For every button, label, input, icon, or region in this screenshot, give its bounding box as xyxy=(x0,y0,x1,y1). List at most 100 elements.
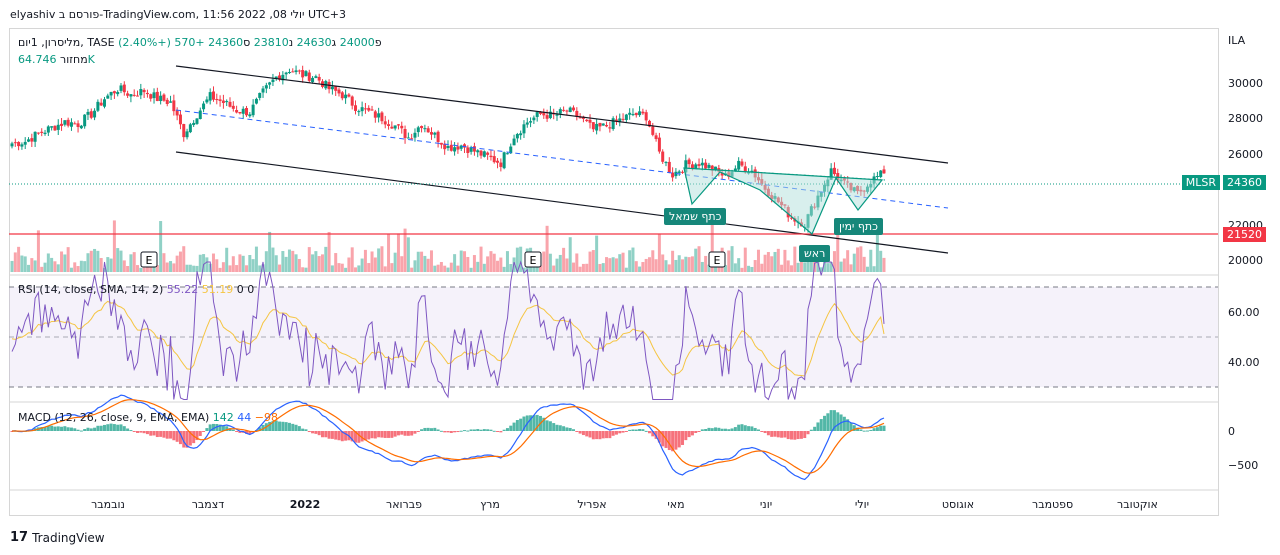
volume-bar xyxy=(281,251,285,272)
candle-body xyxy=(340,92,344,99)
macd-hist-bar xyxy=(301,428,305,431)
volume-bar xyxy=(36,230,40,272)
macd-hist-bar xyxy=(426,427,430,431)
macd-hist-bar xyxy=(641,429,645,431)
macd-hist-bar xyxy=(165,431,169,439)
volume-bar xyxy=(264,251,268,272)
macd-lines xyxy=(10,394,886,481)
candle-body xyxy=(13,142,17,144)
volume-bar xyxy=(311,254,315,272)
volume-bar xyxy=(218,267,222,272)
macd-hist-bar xyxy=(446,431,450,433)
time-axis: נובמבר דצמבר 2022 פברואר מרץ אפריל מאי יוני יולי… xyxy=(0,498,1219,514)
candle-body xyxy=(387,124,391,126)
volume-bar xyxy=(337,263,341,272)
macd-hist-bar xyxy=(661,431,665,447)
macd-hist-bar xyxy=(129,430,133,432)
time-axis-label: אוקטובר xyxy=(1117,498,1158,511)
volume-bar xyxy=(743,247,747,272)
macd-hist-bar xyxy=(562,426,566,431)
volume-bar xyxy=(278,264,282,272)
legend-high-label: ג xyxy=(331,36,337,49)
candle-body xyxy=(707,164,711,168)
volume-bar xyxy=(106,257,110,272)
volume-bar xyxy=(700,261,704,272)
volume-bar xyxy=(354,267,358,272)
volume-bar xyxy=(400,256,404,272)
volume-bar xyxy=(93,248,97,272)
candle-body xyxy=(330,86,334,90)
volume-bar xyxy=(416,251,420,272)
macd-hist-bar xyxy=(786,431,790,440)
candle-body xyxy=(509,146,513,154)
candle-body xyxy=(882,169,886,174)
macd-signal-value: −98 xyxy=(254,411,278,424)
macd-hist-bar xyxy=(776,431,780,438)
macd-hist-bar xyxy=(287,422,291,431)
candle-body xyxy=(311,77,315,83)
volume-bar xyxy=(172,263,176,272)
macd-hist-bar xyxy=(76,429,80,431)
volume-bar xyxy=(803,262,807,272)
volume-bar xyxy=(410,267,414,272)
volume-bar xyxy=(185,264,189,272)
candle-body xyxy=(248,114,252,117)
volume-bar xyxy=(730,246,734,272)
volume-bar xyxy=(463,251,467,272)
macd-hist-bar xyxy=(832,410,836,431)
candle-body xyxy=(489,155,493,158)
volume-bar xyxy=(287,249,291,272)
volume-bar xyxy=(628,250,632,272)
macd-hist-bar xyxy=(304,429,308,431)
candle-body xyxy=(287,72,291,74)
macd-hist-bar xyxy=(750,426,754,431)
volume-bar xyxy=(879,250,883,272)
macd-label: MACD (12, 26, close, 9, EMA, EMA) xyxy=(18,411,210,424)
candle-body xyxy=(99,102,103,106)
legend-close: 24360 xyxy=(208,36,244,49)
volume-bar xyxy=(86,253,90,272)
candle-body xyxy=(492,156,496,163)
legend-change: +570 (+2.40%) xyxy=(118,36,205,49)
candle-body xyxy=(426,128,430,133)
macd-hist-bar xyxy=(710,428,714,431)
candle-body xyxy=(681,171,685,173)
volume-bar xyxy=(595,235,599,272)
volume-bar xyxy=(89,250,93,272)
macd-hist-bar xyxy=(647,431,651,434)
macd-hist-bar xyxy=(628,429,632,431)
candle-body xyxy=(175,110,179,116)
tradingview-logo[interactable]: 17 TradingView xyxy=(10,530,105,545)
rsi-tick: 60.00 xyxy=(1228,306,1260,319)
volume-bar xyxy=(611,257,615,272)
macd-hist-bar xyxy=(208,424,212,431)
candle-body xyxy=(291,71,295,73)
candle-body xyxy=(159,95,163,102)
volume-bar xyxy=(756,249,760,272)
macd-hist-bar xyxy=(806,431,810,435)
neckline xyxy=(683,167,886,181)
macd-hist-bar xyxy=(704,429,708,431)
candle-body xyxy=(380,112,384,122)
candle-body xyxy=(671,172,675,178)
volume-bar xyxy=(396,233,400,272)
macd-hist-bar xyxy=(872,428,876,431)
volume-bar xyxy=(142,267,146,272)
candle-body xyxy=(145,92,149,95)
volume-bar xyxy=(773,251,777,272)
candle-body xyxy=(231,105,235,109)
candle-body xyxy=(790,217,794,219)
candle-body xyxy=(211,91,215,100)
candle-body xyxy=(829,168,833,180)
volume-bar xyxy=(707,264,711,272)
volume-bar xyxy=(760,263,764,272)
candle-body xyxy=(647,120,651,127)
candle-body xyxy=(879,170,883,177)
volume-bar xyxy=(83,261,87,272)
volume-bar xyxy=(799,256,803,272)
volume-bar xyxy=(856,247,860,272)
volume-bar xyxy=(66,247,70,272)
macd-hist-bar xyxy=(367,431,371,440)
candle-body xyxy=(10,143,14,147)
